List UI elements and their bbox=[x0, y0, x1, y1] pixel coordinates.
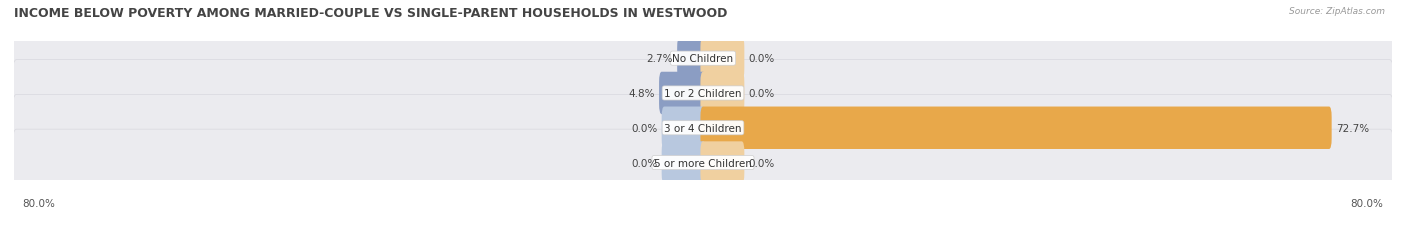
Text: No Children: No Children bbox=[672, 54, 734, 64]
FancyBboxPatch shape bbox=[659, 73, 706, 115]
Text: INCOME BELOW POVERTY AMONG MARRIED-COUPLE VS SINGLE-PARENT HOUSEHOLDS IN WESTWOO: INCOME BELOW POVERTY AMONG MARRIED-COUPL… bbox=[14, 7, 727, 20]
Text: Source: ZipAtlas.com: Source: ZipAtlas.com bbox=[1289, 7, 1385, 16]
FancyBboxPatch shape bbox=[662, 107, 706, 149]
Text: 1 or 2 Children: 1 or 2 Children bbox=[664, 88, 742, 99]
FancyBboxPatch shape bbox=[13, 26, 1393, 92]
Text: 2.7%: 2.7% bbox=[647, 54, 673, 64]
FancyBboxPatch shape bbox=[662, 142, 706, 184]
Text: 5 or more Children: 5 or more Children bbox=[654, 158, 752, 168]
Text: 0.0%: 0.0% bbox=[631, 123, 658, 133]
Text: 3 or 4 Children: 3 or 4 Children bbox=[664, 123, 742, 133]
FancyBboxPatch shape bbox=[13, 60, 1393, 127]
FancyBboxPatch shape bbox=[700, 107, 1331, 149]
Text: 0.0%: 0.0% bbox=[748, 158, 775, 168]
Text: 0.0%: 0.0% bbox=[748, 88, 775, 99]
Text: 0.0%: 0.0% bbox=[748, 54, 775, 64]
Text: 80.0%: 80.0% bbox=[22, 198, 56, 208]
Text: 4.8%: 4.8% bbox=[628, 88, 655, 99]
FancyBboxPatch shape bbox=[700, 38, 744, 80]
Text: 80.0%: 80.0% bbox=[1350, 198, 1384, 208]
Text: 0.0%: 0.0% bbox=[631, 158, 658, 168]
Text: 72.7%: 72.7% bbox=[1336, 123, 1369, 133]
FancyBboxPatch shape bbox=[700, 73, 744, 115]
FancyBboxPatch shape bbox=[13, 130, 1393, 196]
FancyBboxPatch shape bbox=[13, 95, 1393, 161]
FancyBboxPatch shape bbox=[700, 142, 744, 184]
FancyBboxPatch shape bbox=[678, 38, 706, 80]
